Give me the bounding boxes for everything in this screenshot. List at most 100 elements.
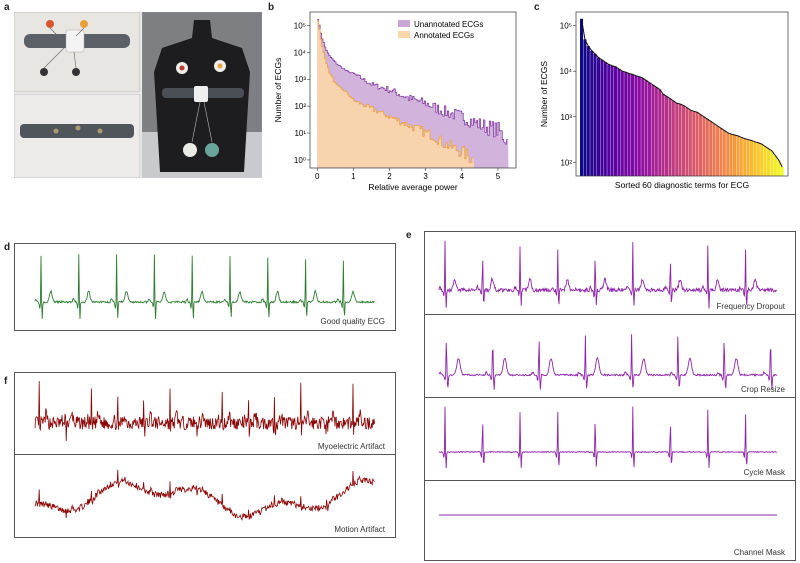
good-ecg-box: Good quality ECG	[14, 243, 396, 331]
bar	[733, 135, 737, 176]
bar	[627, 73, 631, 176]
bar	[773, 155, 777, 176]
y-tick-label: 10¹	[294, 129, 306, 138]
histogram-chart: 0 1 2 3 4 5 10⁰ 10¹ 10² 10³ 10⁴ 10⁵ Relative average…	[273, 11, 517, 192]
series-outline-unannotated	[317, 19, 509, 145]
bar	[712, 123, 716, 176]
y-tick-label: 10³	[294, 75, 306, 84]
bar	[722, 130, 726, 176]
diagnostic-terms-bar-chart: 10² 10³ 10⁴ 10⁵ Sorted 60 diagnostic terms f…	[539, 11, 789, 190]
bar	[763, 146, 767, 176]
bar	[729, 134, 733, 176]
myoelectric-cell: Myoelectric Artifact	[15, 373, 395, 455]
panel-label-b: b	[268, 2, 275, 13]
y-tick-label: 10³	[560, 113, 572, 122]
bar	[750, 140, 754, 176]
bar	[617, 68, 621, 176]
panel-label-a: a	[4, 2, 10, 13]
x-tick-label: 0	[315, 172, 320, 181]
crop-resize-trace	[438, 334, 778, 390]
bar	[644, 80, 648, 176]
motion-artifact-trace	[34, 469, 375, 522]
bar	[699, 114, 703, 176]
series-outline-annotated	[317, 20, 474, 163]
myoelectric-artifact-trace	[34, 381, 375, 442]
bar	[685, 107, 689, 176]
y-tick-label: 10⁴	[294, 48, 307, 57]
y-tick-label: 10²	[560, 158, 572, 167]
panel-label-f: f	[4, 376, 8, 387]
bar	[671, 100, 675, 176]
bar	[637, 76, 641, 176]
x-tick-label: 1	[351, 172, 356, 181]
y-axis-label: Number of ECGS	[539, 61, 549, 127]
bar	[753, 141, 757, 176]
cycle-mask-trace	[438, 406, 777, 469]
bar	[736, 135, 740, 176]
bar	[756, 142, 760, 176]
panel-label-e: e	[406, 230, 412, 241]
bar	[726, 132, 730, 176]
y-tick-label: 10⁵	[560, 22, 572, 31]
bar	[709, 121, 713, 176]
x-axis-label: Sorted 60 diagnostic terms for ECG	[615, 180, 749, 190]
x-tick-label: 3	[423, 172, 428, 181]
bar	[597, 57, 601, 176]
series-area-annotated	[317, 20, 475, 169]
bar	[593, 53, 597, 176]
bar	[780, 166, 784, 176]
bar	[716, 125, 720, 176]
cycle-mask-caption: Cycle Mask	[743, 468, 785, 477]
bar	[620, 71, 624, 176]
electrode-icon	[46, 20, 54, 28]
crop-resize-caption: Crop Resize	[740, 385, 785, 394]
bar	[760, 144, 764, 176]
good-ecg-caption: Good quality ECG	[320, 317, 385, 326]
motion-cell: Motion Artifact	[15, 455, 395, 537]
bar	[682, 105, 686, 176]
frequency-dropout-trace	[438, 240, 778, 309]
bar	[705, 119, 709, 176]
good-quality-ecg-trace	[34, 254, 375, 319]
legend-label: Annotated ECGs	[414, 31, 474, 40]
x-tick-label: 5	[496, 172, 501, 181]
bar	[583, 39, 587, 176]
myoelectric-caption: Myoelectric Artifact	[317, 442, 385, 451]
bar	[600, 59, 604, 177]
electrode-icon	[72, 68, 80, 76]
bar	[610, 65, 614, 176]
bar	[651, 84, 655, 176]
bar	[654, 87, 658, 176]
bar	[624, 72, 628, 176]
bar	[746, 139, 750, 176]
y-tick-label: 10⁰	[294, 156, 306, 165]
bar	[668, 98, 672, 176]
bar	[719, 128, 723, 176]
envelope-line	[581, 18, 783, 168]
freq-dropout-caption: Frequency Dropout	[716, 302, 785, 311]
panel-label-d: d	[4, 242, 11, 253]
bar	[688, 109, 692, 176]
y-tick-label: 10⁵	[294, 21, 306, 30]
bar	[777, 160, 781, 176]
freq-dropout-cell: Frequency Dropout	[425, 232, 795, 315]
bar	[614, 66, 618, 176]
bar	[603, 62, 607, 176]
augmentation-box: Frequency Dropout Crop Resize Cycle Mask…	[424, 231, 796, 561]
motion-caption: Motion Artifact	[334, 525, 385, 534]
electrode-icon	[80, 20, 88, 28]
bar	[678, 104, 682, 176]
bar	[648, 82, 652, 176]
bar	[658, 89, 662, 176]
panel-label-c: c	[534, 2, 540, 13]
bar	[692, 111, 696, 176]
bar	[675, 103, 679, 176]
channel-mask-caption: Channel Mask	[733, 548, 785, 557]
x-axis-label: Relative average power	[368, 182, 457, 192]
bar	[607, 64, 611, 176]
bar	[743, 138, 747, 176]
bar	[590, 50, 594, 176]
plot-frame	[575, 11, 789, 177]
y-tick-label: 10²	[294, 102, 306, 111]
bar	[695, 112, 699, 176]
